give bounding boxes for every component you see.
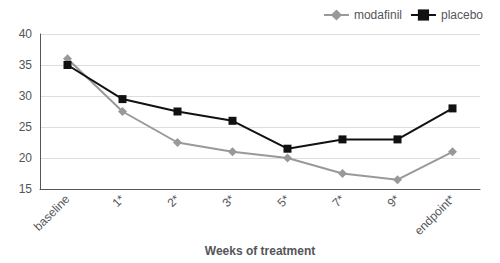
svg-text:40: 40 [19, 27, 33, 41]
svg-text:35: 35 [19, 58, 33, 72]
svg-text:placebo: placebo [441, 8, 483, 22]
svg-text:5*: 5* [275, 192, 293, 210]
svg-text:3*: 3* [220, 192, 238, 210]
svg-text:7*: 7* [330, 192, 348, 210]
svg-text:2*: 2* [165, 192, 183, 210]
svg-text:Weeks of treatment: Weeks of treatment [205, 244, 315, 258]
svg-text:30: 30 [19, 89, 33, 103]
svg-text:modafinil: modafinil [354, 8, 402, 22]
svg-text:20: 20 [19, 151, 33, 165]
svg-text:9*: 9* [385, 192, 403, 210]
svg-text:15: 15 [19, 182, 33, 196]
svg-text:25: 25 [19, 120, 33, 134]
svg-text:baseline: baseline [31, 192, 73, 234]
svg-text:endpoint*: endpoint* [412, 192, 458, 238]
svg-text:1*: 1* [110, 192, 128, 210]
